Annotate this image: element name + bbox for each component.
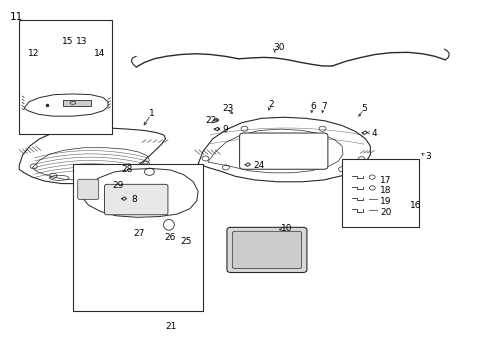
Bar bbox=[63, 100, 91, 107]
Text: 11: 11 bbox=[9, 12, 22, 22]
Text: 5: 5 bbox=[361, 104, 366, 113]
Bar bbox=[341, 159, 418, 227]
Text: 30: 30 bbox=[272, 43, 284, 52]
Text: 10: 10 bbox=[281, 224, 292, 233]
Text: 9: 9 bbox=[222, 125, 228, 134]
Text: 2: 2 bbox=[267, 100, 273, 109]
FancyBboxPatch shape bbox=[239, 133, 327, 169]
Text: 25: 25 bbox=[180, 237, 191, 246]
Text: 16: 16 bbox=[409, 201, 421, 210]
Text: 20: 20 bbox=[379, 208, 390, 217]
Text: 6: 6 bbox=[310, 102, 315, 111]
Text: 18: 18 bbox=[379, 186, 391, 195]
Text: 19: 19 bbox=[379, 197, 391, 206]
Text: 8: 8 bbox=[131, 195, 137, 204]
FancyBboxPatch shape bbox=[232, 231, 301, 269]
Text: 26: 26 bbox=[163, 233, 175, 242]
Text: 12: 12 bbox=[27, 49, 39, 58]
FancyBboxPatch shape bbox=[78, 179, 99, 199]
Text: 28: 28 bbox=[122, 165, 133, 174]
Bar bbox=[19, 21, 112, 134]
Text: 3: 3 bbox=[424, 152, 430, 161]
Text: 23: 23 bbox=[222, 104, 233, 113]
Text: 24: 24 bbox=[253, 161, 264, 170]
Bar bbox=[73, 164, 203, 311]
Text: 27: 27 bbox=[134, 229, 145, 238]
Text: 29: 29 bbox=[112, 181, 123, 190]
Text: 13: 13 bbox=[76, 37, 87, 46]
Text: 1: 1 bbox=[149, 109, 155, 118]
Text: 21: 21 bbox=[165, 322, 177, 331]
Text: 4: 4 bbox=[370, 129, 376, 138]
Text: 15: 15 bbox=[62, 37, 74, 46]
Text: 22: 22 bbox=[205, 116, 216, 125]
Text: 14: 14 bbox=[94, 49, 105, 58]
FancyBboxPatch shape bbox=[226, 227, 306, 273]
Text: 17: 17 bbox=[379, 176, 391, 185]
Text: 7: 7 bbox=[321, 102, 326, 111]
FancyBboxPatch shape bbox=[104, 184, 167, 215]
